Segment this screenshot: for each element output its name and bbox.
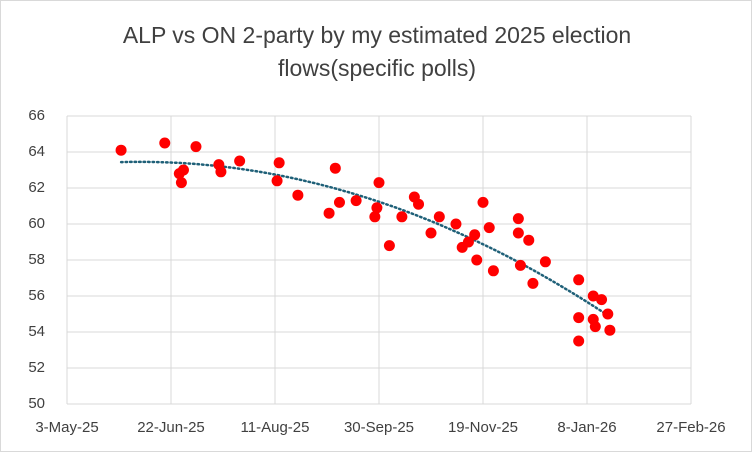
point bbox=[396, 211, 408, 223]
x-tick-label: 19-Nov-25 bbox=[448, 419, 518, 436]
point bbox=[469, 229, 481, 241]
point bbox=[596, 294, 608, 306]
point bbox=[383, 240, 395, 252]
chart-title: ALP vs ON 2-party by my estimated 2025 e… bbox=[122, 22, 632, 81]
point bbox=[587, 290, 599, 302]
point bbox=[604, 324, 616, 336]
y-tick-label: 62 bbox=[28, 179, 45, 196]
point bbox=[373, 177, 385, 189]
x-tick-label: 8-Jan-26 bbox=[557, 419, 616, 436]
x-tick-label: 30-Sep-25 bbox=[344, 419, 414, 436]
point bbox=[175, 177, 187, 189]
trendline bbox=[119, 160, 612, 318]
y-tick-label: 50 bbox=[28, 395, 45, 412]
x-tick-label: 22-Jun-25 bbox=[137, 419, 205, 436]
point bbox=[462, 236, 474, 248]
point bbox=[483, 222, 495, 234]
point bbox=[589, 321, 601, 333]
point bbox=[333, 196, 345, 208]
point bbox=[477, 196, 489, 208]
point bbox=[371, 202, 383, 214]
point bbox=[487, 265, 499, 277]
point bbox=[433, 211, 445, 223]
point bbox=[413, 198, 425, 210]
point bbox=[190, 141, 202, 153]
point bbox=[523, 234, 535, 246]
y-tick-label: 60 bbox=[28, 215, 45, 232]
point bbox=[602, 308, 614, 320]
point bbox=[512, 213, 524, 225]
y-tick-label: 54 bbox=[28, 323, 45, 340]
point bbox=[323, 207, 335, 219]
point bbox=[292, 189, 304, 201]
point bbox=[539, 256, 551, 268]
x-tick-label: 11-Aug-25 bbox=[241, 419, 310, 436]
y-tick-label: 58 bbox=[28, 251, 45, 268]
point bbox=[573, 312, 585, 324]
point bbox=[425, 227, 437, 239]
point bbox=[450, 218, 462, 230]
point bbox=[369, 211, 381, 223]
point bbox=[271, 175, 283, 187]
x-tick-label: 3-May-25 bbox=[35, 419, 98, 436]
point bbox=[234, 155, 246, 167]
point bbox=[573, 274, 585, 286]
point bbox=[273, 157, 285, 169]
point bbox=[329, 162, 341, 174]
y-tick-label: 56 bbox=[28, 287, 45, 304]
point bbox=[215, 166, 227, 178]
y-tick-label: 52 bbox=[28, 359, 45, 376]
point bbox=[471, 254, 483, 266]
y-tick-label: 64 bbox=[28, 143, 45, 160]
point bbox=[159, 137, 171, 149]
point bbox=[115, 144, 127, 156]
point bbox=[514, 259, 526, 271]
point bbox=[177, 164, 189, 176]
point bbox=[527, 277, 539, 289]
point bbox=[512, 227, 524, 239]
point bbox=[350, 195, 362, 207]
x-tick-label: 27-Feb-26 bbox=[656, 419, 725, 436]
point bbox=[573, 335, 585, 347]
y-tick-label: 66 bbox=[28, 107, 45, 124]
